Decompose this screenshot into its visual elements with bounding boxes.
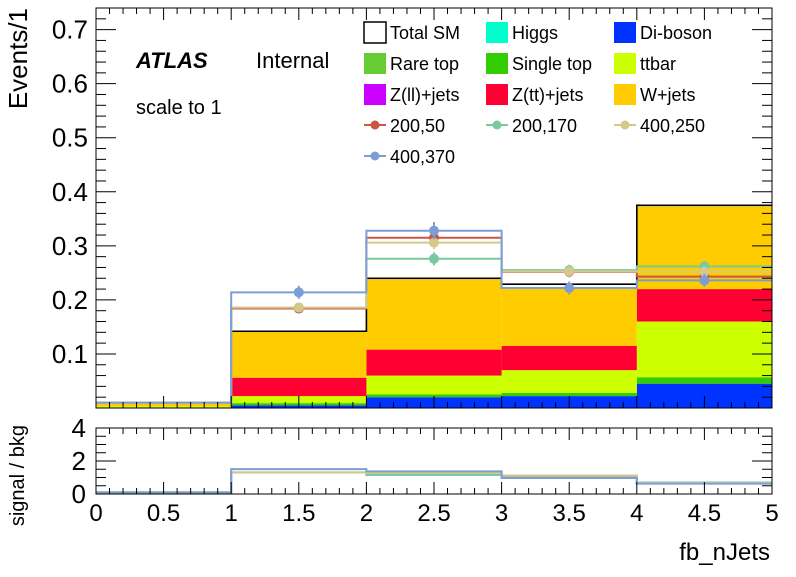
stack-bar-single-top-bin-3 xyxy=(501,392,637,397)
legend: Total SM Higgs Di-boson Rare top Single top t… xyxy=(363,21,712,167)
x-tick-label: 5 xyxy=(765,500,778,527)
x-tick-label: 2.5 xyxy=(417,500,450,527)
y-tick-label: 0.5 xyxy=(52,123,88,153)
legend-label-z-tt-jets: Z(tt)+jets xyxy=(512,85,584,105)
y-tick-label: 0.2 xyxy=(52,285,88,315)
x-axis-label: fb_nJets xyxy=(679,539,770,566)
signal-point-400-370-bin-2 xyxy=(429,225,439,236)
legend-swatch-w-jets xyxy=(614,84,636,105)
legend-swatch-single-top xyxy=(486,53,508,74)
internal-label: Internal xyxy=(256,48,329,73)
signal-point-200-170-bin-2 xyxy=(429,253,439,264)
signal-point-400-250-bin-3 xyxy=(564,266,575,277)
x-tick-label: 2 xyxy=(360,500,373,527)
chart-labels: Events/1 signal / bkg fb_nJets ATLAS Int… xyxy=(3,8,770,566)
legend-swatch-z-tt-jets xyxy=(486,84,508,105)
legend-marker-200-170 xyxy=(492,120,502,130)
legend-label-w-jets: W+jets xyxy=(640,85,696,105)
y-tick-label: 0.4 xyxy=(52,177,88,207)
ratio-y-tick-label: 4 xyxy=(72,413,86,443)
stack-bar-z-tt-jets-bin-4 xyxy=(636,289,772,322)
legend-label-rare-top: Rare top xyxy=(390,54,459,74)
y-tick-label: 0.1 xyxy=(52,339,88,369)
x-tick-label: 4 xyxy=(630,500,643,527)
y-tick-label: 0.3 xyxy=(52,231,88,261)
stack-bar-single-top-bin-4 xyxy=(636,377,772,384)
signal-point-400-370-bin-4 xyxy=(699,275,710,286)
stack-bar-single-top-bin-2 xyxy=(366,394,502,398)
legend-swatch-rare-top xyxy=(364,53,386,74)
y-tick-label: 0.7 xyxy=(52,15,88,45)
x-tick-label: 0.5 xyxy=(147,500,180,527)
signal-point-400-250-bin-1 xyxy=(293,302,304,313)
legend-label-higgs: Higgs xyxy=(512,23,558,43)
stack-bar-w-jets-bin-3 xyxy=(501,287,637,346)
legend-label-di-boson: Di-boson xyxy=(640,23,712,43)
stack-bar-w-jets-bin-2 xyxy=(366,279,502,350)
x-tick-label: 0 xyxy=(89,500,102,527)
ratio-y-tick-label: 2 xyxy=(72,446,86,476)
stack-bar-z-tt-jets-bin-1 xyxy=(231,377,367,397)
legend-label-single-top: Single top xyxy=(512,54,592,74)
ratio-y-tick-label: 0 xyxy=(72,479,86,509)
legend-marker-400-250 xyxy=(620,120,630,130)
signal-point-400-370-bin-3 xyxy=(564,283,575,293)
signal-point-400-250-bin-4 xyxy=(699,266,710,277)
legend-swatch-ttbar xyxy=(614,53,636,74)
x-tick-label: 4.5 xyxy=(688,500,721,527)
stack-bar-z-tt-jets-bin-3 xyxy=(501,345,637,371)
legend-swatch-z-ll-jets xyxy=(364,84,386,105)
legend-swatch-di-boson xyxy=(614,22,636,43)
x-tick-label: 3 xyxy=(495,500,508,527)
legend-label-ttbar: ttbar xyxy=(640,54,676,74)
atlas-label: ATLAS xyxy=(135,48,208,73)
ratio-line-400-370 xyxy=(96,468,772,494)
main-plot: 0.1 0.2 0.3 0.4 0.5 0.6 0.7 xyxy=(52,7,773,409)
x-tick-label: 1.5 xyxy=(282,500,315,527)
signal-point-400-370-bin-1 xyxy=(293,287,304,298)
legend-label-total-sm: Total SM xyxy=(390,23,460,43)
signal-point-400-250-bin-2 xyxy=(429,237,439,248)
stack-bar-ttbar-bin-2 xyxy=(366,375,502,395)
legend-label-400-250: 400,250 xyxy=(640,116,705,136)
stack-bar-w-jets-bin-1 xyxy=(231,331,367,378)
x-tick-label: 1 xyxy=(225,500,238,527)
legend-label-400-370: 400,370 xyxy=(390,147,455,167)
legend-swatch-total-sm xyxy=(363,21,387,44)
legend-label-z-ll-jets: Z(ll)+jets xyxy=(390,85,460,105)
stack-bar-ttbar-bin-3 xyxy=(501,370,637,393)
stack-bar-z-tt-jets-bin-2 xyxy=(366,349,502,376)
scale-label: scale to 1 xyxy=(136,97,222,119)
x-tick-label: 3.5 xyxy=(553,500,586,527)
legend-marker-400-370 xyxy=(370,151,380,161)
legend-label-200-50: 200,50 xyxy=(390,116,445,136)
stack-bar-ttbar-bin-4 xyxy=(636,321,772,378)
ratio-y-axis-label: signal / bkg xyxy=(7,425,29,526)
legend-marker-200-50 xyxy=(370,120,380,130)
y-axis-label: Events/1 xyxy=(3,8,33,109)
y-tick-label: 0.6 xyxy=(52,69,88,99)
legend-label-200-170: 200,170 xyxy=(512,116,577,136)
legend-swatch-higgs xyxy=(486,22,508,43)
